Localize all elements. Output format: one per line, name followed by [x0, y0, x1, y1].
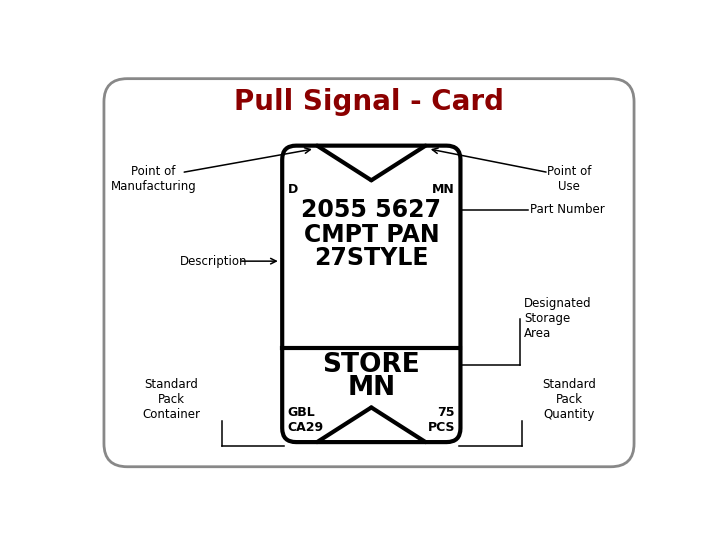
- Text: CMPT PAN: CMPT PAN: [304, 223, 439, 247]
- Text: 2055 5627: 2055 5627: [302, 198, 441, 221]
- Text: Designated
Storage
Area: Designated Storage Area: [524, 298, 592, 340]
- FancyBboxPatch shape: [282, 146, 461, 442]
- FancyBboxPatch shape: [104, 79, 634, 467]
- Text: Standard
Pack
Container: Standard Pack Container: [143, 378, 200, 421]
- Text: D: D: [287, 184, 298, 197]
- Text: Part Number: Part Number: [530, 203, 605, 216]
- Text: Pull Signal - Card: Pull Signal - Card: [234, 88, 504, 116]
- Text: GBL
CA29: GBL CA29: [287, 406, 324, 434]
- Text: MN: MN: [347, 375, 395, 401]
- Text: Point of
Manufacturing: Point of Manufacturing: [111, 165, 197, 193]
- Text: 27STYLE: 27STYLE: [314, 246, 428, 270]
- Text: Standard
Pack
Quantity: Standard Pack Quantity: [542, 378, 596, 421]
- Text: Point of
Use: Point of Use: [546, 165, 591, 193]
- Text: Description: Description: [180, 255, 248, 268]
- Text: 75
PCS: 75 PCS: [428, 406, 455, 434]
- Text: MN: MN: [432, 184, 455, 197]
- Text: STORE: STORE: [323, 352, 420, 377]
